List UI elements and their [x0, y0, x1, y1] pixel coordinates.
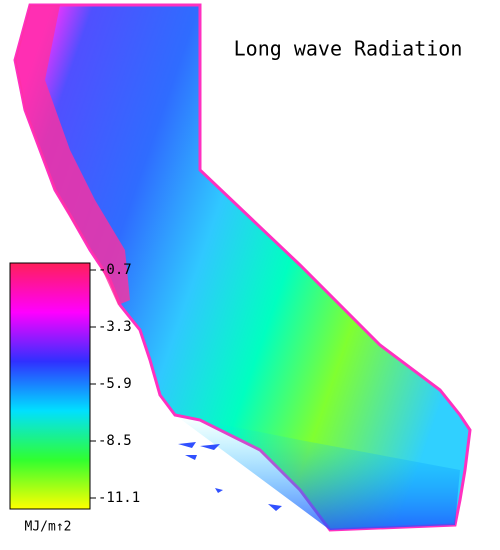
california-map [13, 3, 472, 532]
coastal-band [15, 5, 130, 305]
southern-shading [175, 415, 460, 530]
colorbar-tick-label: -3.3 [98, 319, 132, 335]
map-title: Long wave Radiation [234, 37, 463, 61]
colorbar-tick-label: -8.5 [98, 433, 132, 449]
colorbar [9, 262, 91, 510]
colorbar-tick-label: -5.9 [98, 376, 132, 392]
colorbar-unit: MJ/m↑2 [25, 520, 72, 535]
colorbar-tick-label: -11.1 [98, 490, 140, 506]
colorbar-tick-label: -0.7 [98, 262, 132, 278]
